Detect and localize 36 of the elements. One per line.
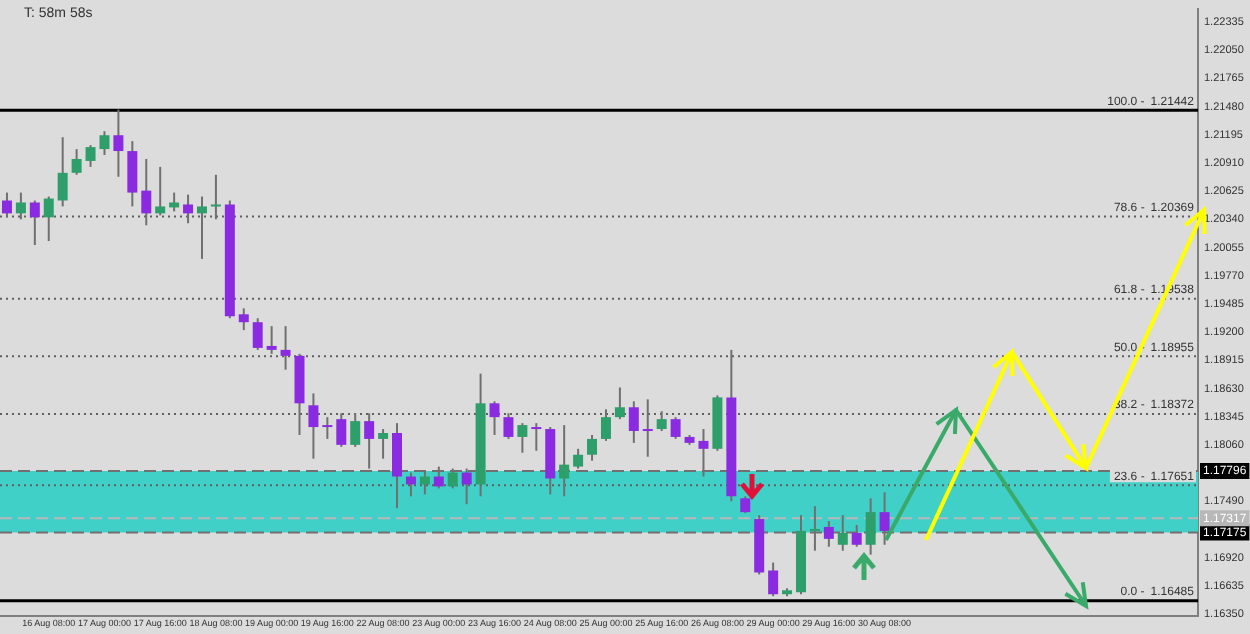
candlestick (768, 561, 779, 598)
candlestick (670, 416, 681, 440)
candlestick (489, 400, 500, 436)
candlestick (210, 173, 221, 221)
candlestick (57, 136, 68, 208)
candlestick (71, 148, 82, 176)
candlestick (628, 400, 639, 444)
candlestick (169, 191, 180, 213)
candlestick (127, 140, 138, 208)
candlestick (336, 412, 347, 448)
candlestick (378, 428, 389, 460)
candlestick (196, 195, 207, 260)
candlestick (350, 412, 361, 448)
candlestick (322, 416, 333, 440)
candlestick (266, 325, 277, 355)
candlestick (183, 193, 194, 225)
candlestick (531, 422, 542, 452)
candlestick (642, 398, 653, 458)
candlestick (308, 392, 319, 460)
candlestick (614, 386, 625, 421)
candlestick (15, 191, 26, 221)
candlestick (29, 199, 40, 247)
candlestick (1, 191, 12, 219)
candlestick (503, 412, 514, 440)
candlestick (43, 195, 54, 243)
candlestick (252, 317, 263, 351)
candlestick (141, 157, 152, 227)
candlestick (600, 408, 611, 442)
candlestick (587, 433, 598, 462)
candlestick (517, 422, 528, 454)
candlestick (155, 165, 166, 217)
candlestick (113, 108, 124, 178)
candlestick (238, 307, 249, 332)
candlestick (280, 325, 291, 371)
candlestick (294, 352, 305, 436)
candlestick (656, 410, 667, 433)
